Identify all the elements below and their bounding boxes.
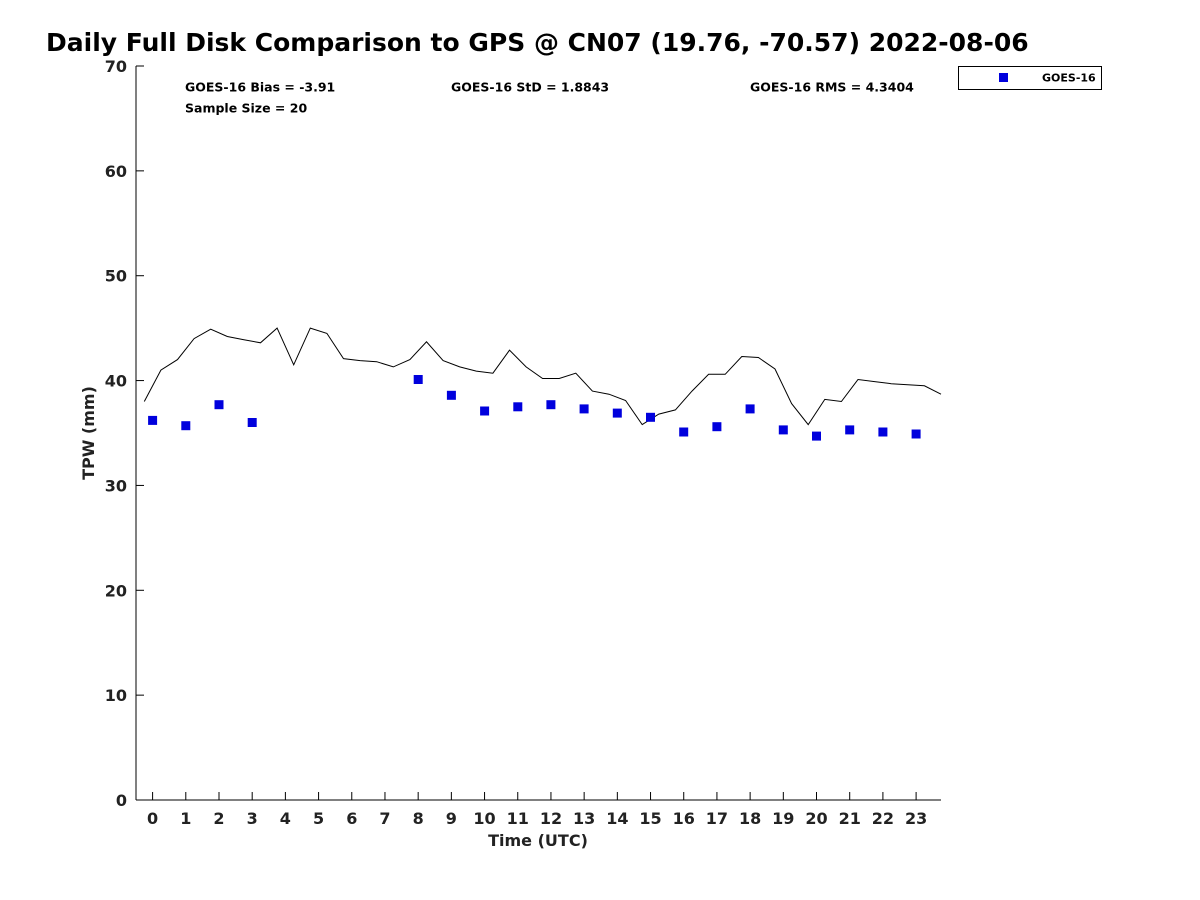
sample-size-annotation: Sample Size = 20 <box>185 101 307 116</box>
legend: GOES-16 <box>958 66 1102 90</box>
x-tick-label: 11 <box>507 809 529 828</box>
y-tick-label: 60 <box>105 162 127 181</box>
y-tick-label: 70 <box>105 57 127 76</box>
goes16-data-point <box>679 427 689 437</box>
annotations-layer: GOES-16 Bias = -3.91 GOES-16 StD = 1.884… <box>185 80 914 116</box>
goes16-data-point <box>413 375 423 384</box>
goes16-data-point <box>812 431 821 441</box>
goes16-data-point <box>181 421 191 431</box>
x-tick-label: 14 <box>606 809 628 828</box>
gps-series-line <box>143 327 942 426</box>
goes16-data-point <box>845 425 855 435</box>
x-tick-label: 3 <box>247 809 258 828</box>
y-tick-label: 40 <box>105 372 127 391</box>
y-tick-label: 50 <box>105 267 127 286</box>
x-tick-label: 18 <box>739 809 761 828</box>
goes16-data-point <box>745 404 755 414</box>
goes16-data-point <box>646 412 655 422</box>
x-tick-label: 21 <box>839 809 861 828</box>
x-tick-label: 22 <box>872 809 894 828</box>
goes16-data-point <box>480 406 490 416</box>
goes16-data-point <box>446 390 456 400</box>
gps-line-layer <box>143 327 942 426</box>
x-tick-label: 8 <box>413 809 424 828</box>
goes16-data-point <box>878 427 888 437</box>
x-tick-label: 19 <box>772 809 794 828</box>
x-tick-label: 9 <box>446 809 457 828</box>
goes16-data-point <box>712 422 722 432</box>
goes16-data-point <box>911 429 921 439</box>
x-axis-label: Time (UTC) <box>488 831 588 850</box>
goes16-data-point <box>546 400 556 410</box>
x-tick-label: 17 <box>706 809 728 828</box>
y-tick-label: 20 <box>105 581 127 600</box>
x-tick-label: 15 <box>639 809 661 828</box>
x-tick-label: 10 <box>473 809 495 828</box>
y-tick-label: 30 <box>105 476 127 495</box>
std-annotation: GOES-16 StD = 1.8843 <box>451 80 609 95</box>
x-tick-label: 7 <box>379 809 390 828</box>
x-tick-label: 0 <box>147 809 158 828</box>
x-tick-label: 4 <box>280 809 291 828</box>
x-tick-label: 6 <box>346 809 357 828</box>
x-tick-label: 13 <box>573 809 595 828</box>
x-tick-label: 20 <box>805 809 827 828</box>
x-tick-label: 16 <box>673 809 695 828</box>
y-tick-label: 0 <box>116 791 127 810</box>
legend-label: GOES-16 <box>1042 72 1096 85</box>
x-tick-label: 23 <box>905 809 927 828</box>
goes16-data-point <box>513 402 523 412</box>
y-tick-label: 10 <box>105 686 127 705</box>
goes16-data-point <box>247 418 257 427</box>
x-tick-label: 2 <box>213 809 224 828</box>
chart-title: Daily Full Disk Comparison to GPS @ CN07… <box>46 28 1029 57</box>
goes16-points-layer <box>148 375 921 441</box>
goes16-data-point <box>612 408 622 418</box>
y-axis-label: TPW (mm) <box>79 386 98 480</box>
x-tick-label: 5 <box>313 809 324 828</box>
goes16-data-point <box>579 404 589 414</box>
rms-annotation: GOES-16 RMS = 4.3404 <box>750 80 914 95</box>
x-tick-label: 12 <box>540 809 562 828</box>
goes16-data-point <box>148 415 158 425</box>
bias-annotation: GOES-16 Bias = -3.91 <box>185 80 335 95</box>
x-tick-label: 1 <box>180 809 191 828</box>
goes16-data-point <box>778 425 788 435</box>
legend-box <box>958 66 1102 90</box>
goes16-data-point <box>214 400 224 410</box>
legend-marker <box>999 73 1008 82</box>
